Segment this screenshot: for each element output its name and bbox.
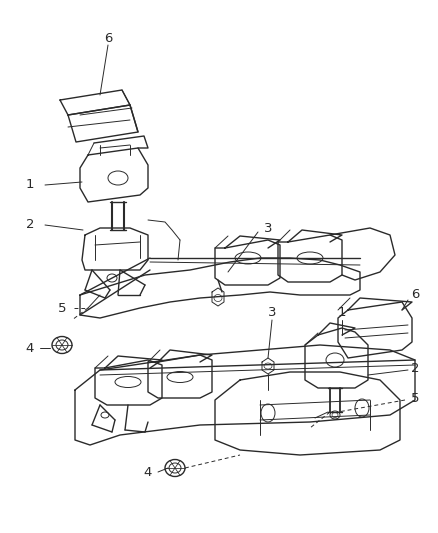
Text: 6: 6: [104, 31, 112, 44]
Text: 5: 5: [411, 392, 419, 405]
Text: 1: 1: [338, 305, 346, 319]
Text: 2: 2: [411, 361, 419, 375]
Text: 3: 3: [268, 305, 276, 319]
Text: 1: 1: [26, 179, 34, 191]
Text: 4: 4: [26, 342, 34, 354]
Text: 2: 2: [26, 219, 34, 231]
Text: 5: 5: [58, 302, 66, 314]
Text: 4: 4: [144, 465, 152, 479]
Text: 3: 3: [264, 222, 272, 235]
Text: 6: 6: [411, 288, 419, 302]
